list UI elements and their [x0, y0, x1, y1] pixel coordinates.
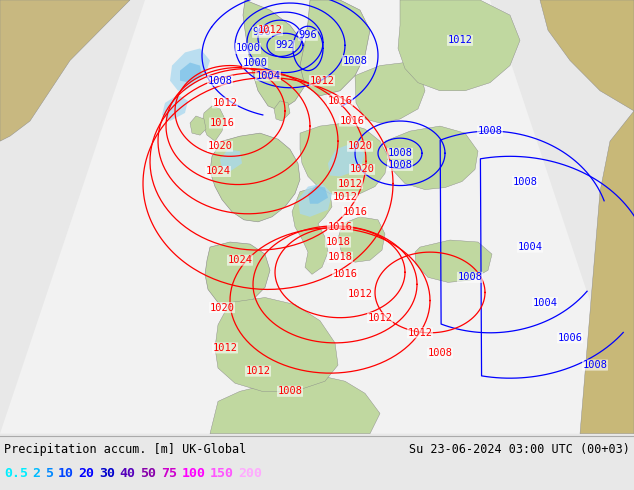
Polygon shape: [180, 63, 202, 83]
Polygon shape: [0, 0, 60, 50]
Polygon shape: [215, 297, 338, 392]
Text: 1004: 1004: [517, 242, 543, 252]
Polygon shape: [355, 63, 425, 123]
Polygon shape: [0, 0, 634, 434]
Text: 1020: 1020: [207, 141, 233, 151]
Polygon shape: [210, 133, 300, 222]
Polygon shape: [580, 111, 634, 434]
Text: 1008: 1008: [458, 272, 482, 282]
Polygon shape: [205, 242, 270, 307]
Polygon shape: [540, 0, 634, 111]
Text: 1020: 1020: [209, 303, 235, 313]
Polygon shape: [338, 217, 385, 262]
Text: 1012: 1012: [212, 98, 238, 108]
Text: 1006: 1006: [557, 333, 583, 343]
Polygon shape: [328, 143, 365, 176]
Text: 1012: 1012: [245, 366, 271, 376]
Text: 1008: 1008: [387, 160, 413, 171]
Polygon shape: [274, 101, 290, 121]
Polygon shape: [300, 123, 388, 196]
Text: 1012: 1012: [332, 192, 358, 202]
Text: 1016: 1016: [342, 207, 368, 217]
Polygon shape: [385, 126, 478, 190]
Text: 0.5: 0.5: [4, 467, 28, 480]
Text: 1008: 1008: [512, 176, 538, 187]
Text: 40: 40: [120, 467, 136, 480]
Polygon shape: [170, 49, 210, 91]
Text: 992: 992: [276, 40, 294, 50]
Text: 1008: 1008: [583, 360, 607, 370]
Text: 10: 10: [58, 467, 74, 480]
Text: 1012: 1012: [212, 343, 238, 353]
Text: 1012: 1012: [257, 25, 283, 35]
Text: 996: 996: [299, 30, 318, 40]
Text: 1020: 1020: [349, 165, 375, 174]
Text: 1008: 1008: [477, 126, 503, 136]
Text: Su 23-06-2024 03:00 UTC (00+03): Su 23-06-2024 03:00 UTC (00+03): [409, 443, 630, 456]
Polygon shape: [298, 184, 332, 217]
Text: 30: 30: [99, 467, 115, 480]
Polygon shape: [415, 240, 492, 282]
Polygon shape: [220, 149, 242, 171]
Text: 1016: 1016: [328, 222, 353, 232]
Text: 1016: 1016: [332, 270, 358, 279]
Polygon shape: [308, 186, 328, 204]
Text: 20: 20: [79, 467, 94, 480]
Text: 1008: 1008: [387, 148, 413, 158]
Text: 1016: 1016: [339, 116, 365, 126]
Text: 100: 100: [181, 467, 205, 480]
Text: 1024: 1024: [228, 255, 252, 265]
Text: 996: 996: [252, 27, 271, 37]
Text: 1008: 1008: [342, 55, 368, 66]
Text: 1024: 1024: [205, 167, 231, 176]
Text: 1012: 1012: [368, 313, 392, 323]
Text: 1012: 1012: [309, 75, 335, 86]
Text: 150: 150: [210, 467, 234, 480]
Text: 1012: 1012: [347, 290, 373, 299]
Text: 200: 200: [238, 467, 262, 480]
Text: 1016: 1016: [328, 96, 353, 106]
Text: 1018: 1018: [328, 252, 353, 262]
Text: 50: 50: [140, 467, 157, 480]
Text: 1000: 1000: [235, 44, 261, 53]
Text: 1012: 1012: [448, 35, 472, 46]
Text: 2: 2: [32, 467, 41, 480]
Text: 1008: 1008: [278, 386, 302, 396]
Polygon shape: [292, 187, 332, 274]
Text: 1018: 1018: [325, 237, 351, 247]
Text: 75: 75: [161, 467, 177, 480]
Polygon shape: [398, 0, 520, 91]
Text: 5: 5: [45, 467, 53, 480]
Text: Precipitation accum. [m] UK-Global: Precipitation accum. [m] UK-Global: [4, 443, 246, 456]
Polygon shape: [210, 375, 380, 434]
Text: 1012: 1012: [337, 178, 363, 189]
Polygon shape: [300, 0, 370, 96]
Polygon shape: [0, 0, 130, 141]
Text: 1000: 1000: [242, 57, 268, 68]
Text: 1012: 1012: [408, 328, 432, 338]
Polygon shape: [162, 95, 188, 121]
Polygon shape: [202, 106, 225, 141]
Polygon shape: [243, 0, 310, 111]
Text: 1016: 1016: [209, 118, 235, 128]
Text: 1020: 1020: [347, 141, 373, 151]
Text: 1004: 1004: [533, 297, 557, 308]
Polygon shape: [190, 116, 206, 135]
Text: 1004: 1004: [256, 71, 280, 81]
Text: 1008: 1008: [427, 348, 453, 358]
Text: 1008: 1008: [207, 75, 233, 86]
